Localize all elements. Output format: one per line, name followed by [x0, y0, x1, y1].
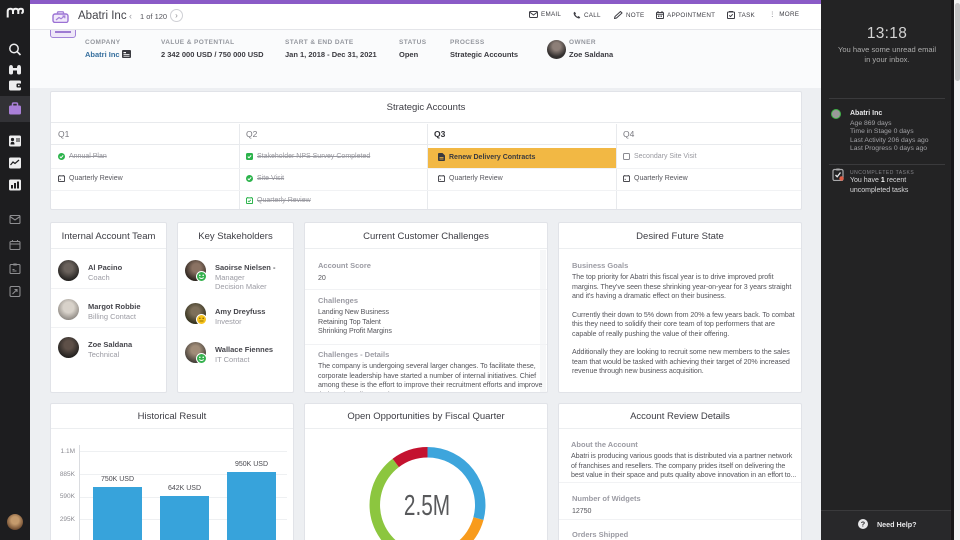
svg-text:?: ? — [860, 519, 865, 528]
